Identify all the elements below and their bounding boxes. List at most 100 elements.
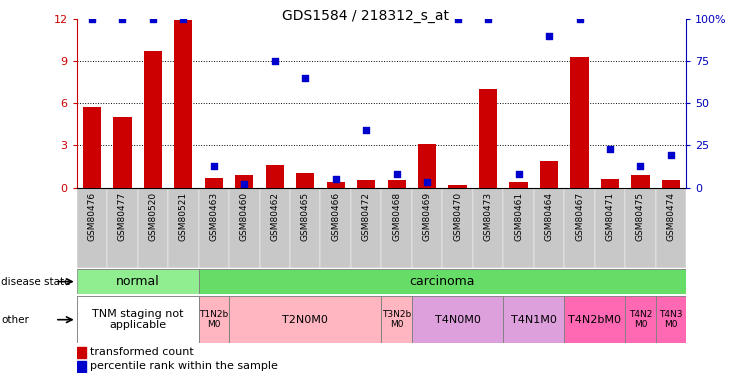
Bar bbox=[113, 117, 131, 188]
Point bbox=[299, 75, 311, 81]
Bar bbox=[412, 188, 442, 268]
Text: GSM80520: GSM80520 bbox=[148, 192, 158, 241]
Text: transformed count: transformed count bbox=[91, 347, 194, 357]
Bar bbox=[564, 188, 595, 268]
Text: GSM80469: GSM80469 bbox=[423, 192, 431, 241]
Bar bbox=[388, 180, 406, 188]
Bar bbox=[290, 188, 320, 268]
Bar bbox=[570, 57, 588, 188]
Bar bbox=[625, 188, 656, 268]
Text: GSM80462: GSM80462 bbox=[270, 192, 280, 240]
Bar bbox=[656, 188, 686, 268]
Text: T4N1M0: T4N1M0 bbox=[511, 315, 557, 325]
Bar bbox=[77, 188, 107, 268]
Bar bbox=[77, 296, 199, 343]
Bar bbox=[503, 188, 534, 268]
Point bbox=[452, 16, 464, 22]
Text: T4N0M0: T4N0M0 bbox=[434, 315, 480, 325]
Text: T4N2bM0: T4N2bM0 bbox=[568, 315, 621, 325]
Bar bbox=[266, 165, 284, 188]
Text: normal: normal bbox=[116, 275, 159, 288]
Text: T1N2b
M0: T1N2b M0 bbox=[199, 310, 228, 329]
Bar bbox=[199, 188, 229, 268]
Bar bbox=[235, 175, 253, 188]
Text: GSM80468: GSM80468 bbox=[392, 192, 402, 241]
Bar bbox=[168, 188, 199, 268]
Text: carcinoma: carcinoma bbox=[410, 275, 475, 288]
Bar bbox=[82, 107, 101, 188]
Text: T3N2b
M0: T3N2b M0 bbox=[382, 310, 411, 329]
Bar bbox=[199, 296, 229, 343]
Bar bbox=[381, 296, 412, 343]
Bar bbox=[656, 296, 686, 343]
Bar bbox=[510, 182, 528, 188]
Bar bbox=[564, 296, 625, 343]
Point bbox=[269, 58, 280, 64]
Bar bbox=[229, 296, 381, 343]
Text: GSM80521: GSM80521 bbox=[179, 192, 188, 241]
Point bbox=[665, 152, 677, 158]
Bar bbox=[412, 296, 504, 343]
Text: T4N2
M0: T4N2 M0 bbox=[629, 310, 652, 329]
Text: TNM staging not
applicable: TNM staging not applicable bbox=[92, 309, 183, 330]
Point bbox=[391, 171, 402, 177]
Point bbox=[239, 181, 250, 187]
Text: other: other bbox=[1, 315, 29, 325]
Bar bbox=[351, 188, 381, 268]
Bar bbox=[137, 188, 168, 268]
Bar bbox=[174, 20, 193, 188]
Bar bbox=[199, 269, 686, 294]
Text: GSM80472: GSM80472 bbox=[361, 192, 371, 240]
Bar bbox=[662, 180, 680, 188]
Bar bbox=[473, 188, 504, 268]
Bar bbox=[448, 185, 466, 188]
Point bbox=[634, 163, 646, 169]
Text: T4N3
M0: T4N3 M0 bbox=[659, 310, 683, 329]
Point bbox=[604, 146, 616, 152]
Text: GSM80477: GSM80477 bbox=[118, 192, 127, 241]
Bar bbox=[601, 179, 619, 188]
Text: percentile rank within the sample: percentile rank within the sample bbox=[91, 362, 278, 371]
Bar bbox=[77, 361, 86, 372]
Bar bbox=[418, 144, 437, 188]
Bar bbox=[144, 51, 162, 188]
Point bbox=[177, 16, 189, 22]
Text: GDS1584 / 218312_s_at: GDS1584 / 218312_s_at bbox=[282, 9, 448, 23]
Bar bbox=[107, 188, 137, 268]
Point bbox=[330, 176, 342, 182]
Bar bbox=[504, 296, 564, 343]
Point bbox=[208, 163, 220, 169]
Point bbox=[86, 16, 98, 22]
Text: GSM80471: GSM80471 bbox=[605, 192, 615, 241]
Bar bbox=[229, 188, 260, 268]
Text: GSM80461: GSM80461 bbox=[514, 192, 523, 241]
Text: GSM80465: GSM80465 bbox=[301, 192, 310, 241]
Text: GSM80463: GSM80463 bbox=[210, 192, 218, 241]
Text: GSM80466: GSM80466 bbox=[331, 192, 340, 241]
Point bbox=[483, 16, 494, 22]
Text: T2N0M0: T2N0M0 bbox=[283, 315, 328, 325]
Bar bbox=[540, 161, 558, 188]
Bar bbox=[534, 188, 564, 268]
Point bbox=[574, 16, 585, 22]
Text: GSM80476: GSM80476 bbox=[88, 192, 96, 241]
Bar bbox=[595, 188, 625, 268]
Bar bbox=[381, 188, 412, 268]
Bar bbox=[77, 269, 199, 294]
Text: GSM80467: GSM80467 bbox=[575, 192, 584, 241]
Point bbox=[361, 127, 372, 133]
Text: GSM80474: GSM80474 bbox=[666, 192, 675, 240]
Point bbox=[117, 16, 128, 22]
Text: GSM80470: GSM80470 bbox=[453, 192, 462, 241]
Bar bbox=[260, 188, 290, 268]
Bar bbox=[77, 347, 86, 358]
Bar bbox=[625, 296, 656, 343]
Point bbox=[147, 16, 158, 22]
Text: disease state: disease state bbox=[1, 277, 71, 286]
Text: GSM80473: GSM80473 bbox=[483, 192, 493, 241]
Point bbox=[421, 180, 433, 186]
Bar bbox=[320, 188, 351, 268]
Text: GSM80464: GSM80464 bbox=[545, 192, 553, 240]
Point bbox=[543, 33, 555, 39]
Bar bbox=[631, 175, 650, 188]
